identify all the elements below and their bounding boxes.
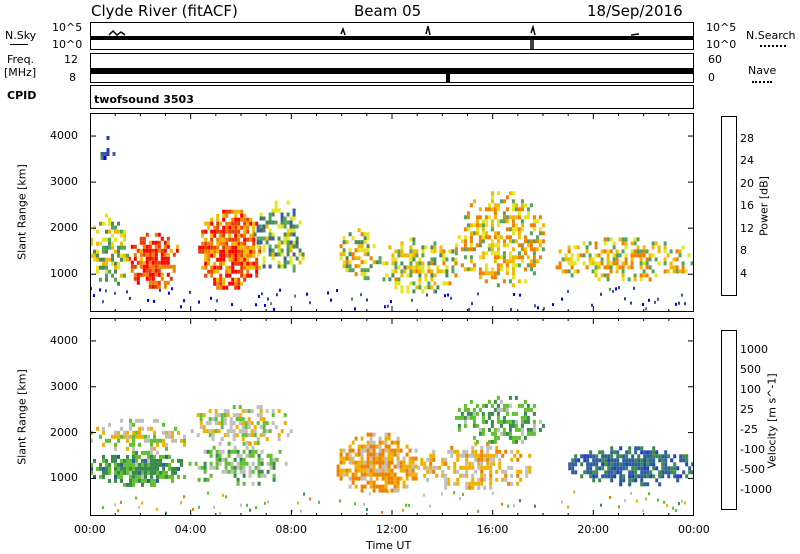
power-heatmap (90, 113, 694, 312)
x-tick-label: 04:00 (174, 523, 207, 536)
colorbar-tick-label: -25 (740, 423, 758, 436)
scatter-region (127, 232, 179, 289)
time-axis-label: Time UT (366, 539, 412, 552)
scatter-region (339, 228, 382, 281)
scatter-region (90, 213, 129, 286)
noise-right-tick-bottom: 10^0 (706, 38, 737, 51)
power-panel (90, 113, 694, 312)
power-colorbar (721, 116, 737, 296)
scatter-region (454, 191, 545, 288)
x-tick-label: 16:00 (476, 523, 509, 536)
colorbar-frame (721, 330, 737, 510)
cpid-value: twofsound 3503 (94, 93, 194, 106)
noise-trace (91, 24, 693, 49)
scatter-region (198, 209, 262, 290)
colorbar-tick-label: 16 (740, 199, 754, 212)
noise-panel (90, 22, 694, 50)
nave-label: Nave (748, 64, 777, 77)
noise-sky-underline (10, 44, 28, 45)
scatter-region (253, 200, 305, 273)
scatter-region (382, 237, 458, 294)
freq-panel (90, 53, 694, 83)
power-ylabel: Slant Range [km] (15, 164, 29, 260)
y-tick-label: 4000 (50, 129, 78, 143)
y-tick-label: 3000 (50, 379, 78, 393)
colorbar-frame (721, 116, 737, 296)
freq-unit: [MHz] (4, 66, 37, 79)
x-tick-label: 00:00 (74, 523, 106, 536)
scatter-region (336, 432, 418, 493)
x-tick-label: 00:00 (678, 523, 710, 536)
colorbar-tick-label: -500 (740, 463, 765, 476)
scatter-region (90, 450, 186, 487)
colorbar-tick-label: 100 (740, 383, 761, 396)
nave-dots (752, 81, 772, 83)
scatter-region (555, 237, 694, 282)
velocity-ylabel: Slant Range [km] (15, 369, 29, 465)
velocity-colorbar-label: Velocity [m s^-1] (765, 373, 779, 469)
colorbar-tick-label: 25 (740, 403, 754, 416)
y-tick-label: 3000 (50, 175, 78, 189)
freq-right-tick-top: 60 (708, 53, 722, 66)
date-label: 18/Sep/2016 (587, 2, 683, 20)
noise-left-tick-bottom: 10^0 (52, 38, 83, 51)
cpid-panel (90, 85, 694, 109)
y-tick-label: 2000 (50, 425, 78, 439)
noise-left-tick-top: 10^5 (52, 21, 83, 34)
velocity-heatmap (90, 318, 694, 516)
cpid-label: CPID (7, 89, 37, 102)
colorbar-tick-label: 500 (740, 363, 761, 376)
power-colorbar-label: Power [dB] (757, 176, 771, 236)
near-range-clutter (90, 286, 694, 311)
y-tick-label: 2000 (50, 221, 78, 235)
y-tick-label: 4000 (50, 333, 78, 347)
colorbar-tick-label: 8 (740, 244, 747, 257)
freq-right-tick-bottom: 0 (708, 71, 715, 84)
scatter-region (100, 136, 116, 160)
colorbar-tick-label: 1000 (740, 343, 768, 356)
beam-label: Beam 05 (354, 2, 422, 20)
scatter-region (188, 441, 288, 486)
colorbar-tick-label: 4 (740, 266, 747, 280)
scatter-region (90, 418, 186, 455)
scatter-region (190, 405, 293, 446)
colorbar-tick-label: 12 (740, 221, 754, 235)
scatter-region (568, 446, 694, 487)
scatter-region (454, 395, 545, 444)
x-tick-label: 20:00 (577, 523, 610, 536)
panel-frame (90, 318, 694, 516)
y-tick-label: 1000 (50, 267, 78, 281)
noise-sky-label: N.Sky (5, 29, 37, 42)
y-tick-label: 1000 (50, 471, 78, 485)
noise-right-tick-top: 10^5 (706, 21, 737, 34)
velocity-colorbar (721, 330, 737, 510)
freq-trace (91, 68, 693, 82)
colorbar-tick-label: 24 (740, 154, 754, 167)
freq-left-tick-top: 12 (64, 53, 78, 66)
near-range-clutter (102, 490, 686, 515)
station-title: Clyde River (fitACF) (91, 2, 238, 20)
noise-search-label: N.Search (746, 29, 796, 42)
scatter-region (417, 441, 532, 490)
colorbar-tick-label: -100 (740, 443, 765, 456)
freq-left-tick-bottom: 8 (69, 71, 76, 84)
freq-label: Freq. (7, 53, 35, 66)
colorbar-tick-label: 20 (740, 176, 754, 190)
x-tick-label: 08:00 (275, 523, 308, 536)
panel-frame (90, 113, 694, 312)
colorbar-tick-label: 28 (740, 131, 754, 145)
x-tick-label: 12:00 (376, 523, 408, 536)
colorbar-tick-label: -1000 (740, 483, 772, 496)
velocity-panel (90, 318, 694, 516)
noise-search-dots (760, 45, 786, 47)
